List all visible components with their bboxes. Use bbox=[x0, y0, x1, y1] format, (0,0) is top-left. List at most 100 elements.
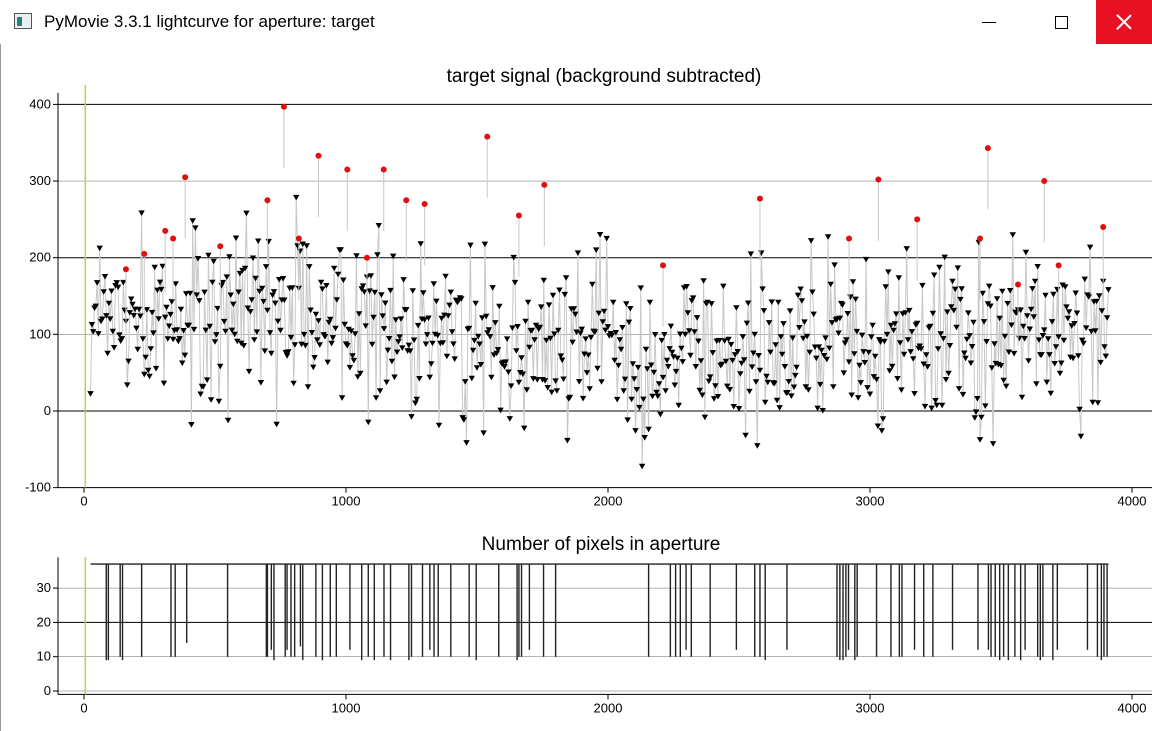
signal-point bbox=[405, 342, 413, 349]
signal-point bbox=[891, 321, 899, 327]
signal-point bbox=[346, 364, 354, 371]
signal-point bbox=[231, 331, 238, 338]
signal-point bbox=[646, 299, 654, 306]
signal-point bbox=[675, 402, 682, 409]
signal-point bbox=[272, 300, 279, 307]
signal-point bbox=[355, 311, 363, 317]
signal-point bbox=[815, 344, 823, 350]
signal-point bbox=[600, 308, 608, 315]
signal-point bbox=[340, 277, 347, 284]
signal-point bbox=[133, 325, 140, 332]
signal-point bbox=[538, 304, 545, 310]
signal-point bbox=[1085, 294, 1092, 300]
signal-point bbox=[108, 288, 115, 295]
signal-point bbox=[224, 417, 232, 424]
highlight-point bbox=[264, 197, 271, 204]
signal-point bbox=[938, 402, 946, 409]
signal-point bbox=[434, 332, 441, 339]
signal-point bbox=[614, 396, 621, 403]
x-tick-label: 0 bbox=[80, 700, 87, 715]
signal-point bbox=[752, 379, 760, 385]
signal-point bbox=[369, 341, 376, 348]
signal-point bbox=[451, 356, 458, 362]
signal-point bbox=[509, 325, 516, 331]
signal-point bbox=[226, 254, 233, 260]
signal-point bbox=[786, 308, 794, 314]
signal-point bbox=[953, 324, 960, 331]
signal-point bbox=[855, 395, 862, 401]
pixel-count-plot[interactable]: Number of pixels in aperture 0 10 20 30 0 100… bbox=[37, 534, 1152, 715]
signal-point bbox=[439, 340, 447, 346]
y-tick-label: 200 bbox=[29, 250, 51, 265]
pixel-count-series bbox=[90, 563, 1109, 661]
signal-point bbox=[932, 398, 939, 404]
signal-point bbox=[582, 336, 589, 342]
highlight-point bbox=[1055, 262, 1062, 269]
signal-point bbox=[374, 252, 381, 258]
signal-point bbox=[866, 391, 874, 398]
highlight-point bbox=[295, 235, 302, 242]
signal-point bbox=[560, 376, 567, 383]
signal-point bbox=[261, 348, 268, 354]
signal-point bbox=[895, 275, 902, 281]
signal-point bbox=[1068, 323, 1075, 329]
minimize-button[interactable] bbox=[962, 0, 1016, 44]
signal-point bbox=[602, 327, 609, 334]
signal-point bbox=[145, 367, 152, 374]
signal-point bbox=[695, 338, 702, 345]
close-button[interactable] bbox=[1096, 0, 1152, 44]
signal-point bbox=[442, 273, 449, 280]
highlight-point bbox=[315, 152, 322, 159]
signal-point bbox=[708, 301, 715, 307]
signal-point bbox=[1052, 344, 1060, 350]
signal-point bbox=[156, 279, 164, 286]
signal-point bbox=[273, 421, 280, 428]
signal-point bbox=[243, 210, 250, 217]
signal-point bbox=[202, 327, 209, 334]
signal-point bbox=[129, 301, 136, 308]
signal-point bbox=[991, 341, 998, 347]
signal-plot[interactable]: target signal (background subtracted) -1… bbox=[25, 66, 1152, 509]
lightcurve-plots[interactable]: target signal (background subtracted) -1… bbox=[0, 44, 1152, 731]
signal-point bbox=[763, 373, 770, 380]
signal-point bbox=[966, 333, 973, 339]
signal-point bbox=[471, 337, 478, 344]
signal-point bbox=[329, 335, 337, 341]
signal-point bbox=[306, 264, 313, 270]
signal-plot-axes bbox=[57, 84, 1152, 489]
signal-point bbox=[1001, 333, 1009, 340]
signal-point bbox=[1056, 370, 1064, 377]
signal-point bbox=[1075, 353, 1082, 359]
signal-point bbox=[307, 307, 314, 314]
signal-point bbox=[146, 373, 153, 380]
signal-point bbox=[886, 368, 893, 374]
signal-point bbox=[249, 255, 257, 262]
window-titlebar[interactable]: PyMovie 3.3.1 lightcurve for aperture: t… bbox=[0, 0, 1152, 44]
signal-point bbox=[283, 353, 291, 359]
signal-point bbox=[792, 372, 799, 379]
signal-point bbox=[559, 357, 566, 364]
signal-point bbox=[996, 315, 1003, 322]
signal-point bbox=[961, 350, 968, 357]
highlight-point bbox=[515, 212, 522, 219]
y-tick-label: -100 bbox=[25, 480, 51, 495]
signal-point bbox=[779, 351, 786, 358]
signal-point bbox=[192, 225, 199, 231]
x-tick-label: 3000 bbox=[856, 494, 885, 509]
signal-point bbox=[168, 299, 175, 305]
signal-point bbox=[946, 343, 954, 349]
pymovie-app-icon[interactable] bbox=[14, 13, 32, 29]
signal-point bbox=[721, 338, 728, 344]
signal-point bbox=[908, 329, 916, 335]
signal-point bbox=[645, 426, 652, 433]
signal-point bbox=[206, 323, 213, 330]
signal-point bbox=[929, 310, 937, 317]
signal-point bbox=[349, 353, 356, 359]
signal-point bbox=[864, 385, 871, 391]
signal-point bbox=[982, 403, 989, 409]
signal-point bbox=[663, 357, 671, 364]
maximize-icon bbox=[1054, 15, 1068, 29]
maximize-button[interactable] bbox=[1034, 0, 1088, 44]
signal-point bbox=[887, 322, 895, 329]
signal-point bbox=[731, 352, 739, 358]
